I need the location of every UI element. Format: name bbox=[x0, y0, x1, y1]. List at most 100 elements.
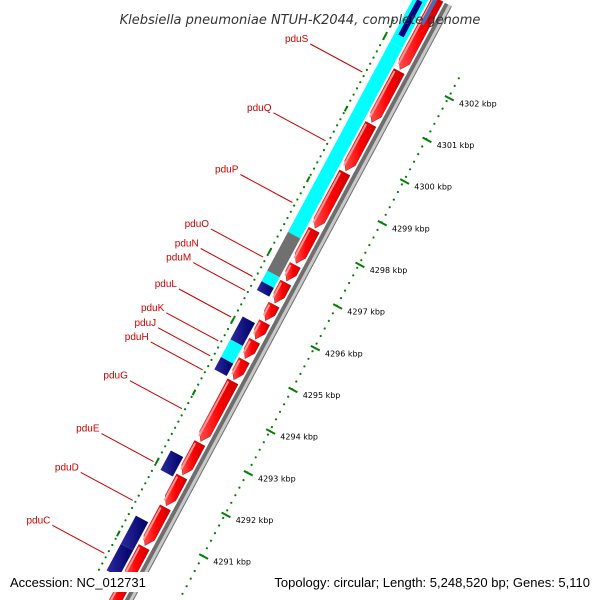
guide-dot-left bbox=[276, 235, 279, 238]
guide-dot-left bbox=[197, 383, 200, 386]
cds-forward bbox=[313, 169, 351, 229]
scale-dot bbox=[409, 168, 412, 171]
cds-forward-gloss bbox=[343, 123, 368, 166]
cds-forward bbox=[398, 0, 444, 70]
cds-forward-gloss bbox=[369, 70, 396, 118]
guide-dot-left bbox=[260, 266, 263, 269]
backbone-highlight bbox=[129, 4, 452, 600]
scale-dot bbox=[303, 365, 306, 368]
cds-forward-outer bbox=[420, 0, 438, 26]
scale-dot bbox=[242, 479, 245, 482]
scale-dot bbox=[189, 577, 192, 580]
guide-dot-left bbox=[233, 315, 236, 318]
gene-leader-line bbox=[101, 433, 154, 463]
gene-label: pduN bbox=[175, 239, 199, 250]
kbp-tick bbox=[355, 261, 365, 269]
kbp-tick bbox=[243, 469, 254, 477]
guide-dash-left bbox=[116, 530, 121, 537]
scale-dot bbox=[234, 494, 237, 497]
cds-reverse bbox=[398, 0, 423, 38]
cds-forward-gloss bbox=[180, 442, 197, 470]
guide-dot-left bbox=[342, 112, 345, 115]
guide-dot-left bbox=[250, 284, 253, 287]
cds-forward-gloss bbox=[252, 321, 261, 335]
guide-dash-left bbox=[154, 458, 160, 465]
guide-dot-left bbox=[240, 303, 243, 306]
kbp-label: 4302 kbp bbox=[459, 99, 497, 108]
accession-text: Accession: NC_012731 bbox=[10, 575, 146, 590]
scale-dot bbox=[197, 562, 200, 565]
cds-forward-gloss bbox=[198, 380, 230, 437]
lane-gap bbox=[106, 0, 431, 600]
guide-dot-left bbox=[286, 216, 289, 220]
gene-label: pduC bbox=[26, 515, 50, 526]
scale-dot bbox=[429, 130, 432, 133]
guide-dot-left bbox=[385, 31, 388, 34]
scale-dot bbox=[376, 228, 379, 231]
cds-forward-gloss bbox=[284, 264, 292, 277]
guide-dash-left bbox=[306, 176, 311, 183]
kbp-tick bbox=[198, 553, 209, 560]
scale-dot bbox=[417, 153, 420, 156]
guide-dot-left bbox=[190, 395, 193, 398]
guide-dot-left bbox=[253, 278, 256, 281]
guide-dot-left bbox=[246, 290, 249, 294]
guide-dot-left bbox=[322, 149, 325, 152]
guide-dot-left bbox=[296, 198, 299, 201]
gene-label: pduG bbox=[103, 371, 128, 382]
scale-dot bbox=[388, 206, 391, 209]
kbp-tick bbox=[444, 94, 455, 102]
kbp-ticks: 4291 kbp 4292 kbp 4293 kbp 4294 kbp 4295 kbp… bbox=[91, 19, 497, 595]
kbp-tick bbox=[288, 386, 298, 394]
scale-dot bbox=[258, 448, 261, 451]
guide-dash-left bbox=[343, 105, 349, 112]
guide-dash-left bbox=[267, 248, 272, 255]
scale-dot bbox=[343, 289, 347, 292]
guide-dash-left bbox=[230, 317, 236, 324]
gene-leader-line bbox=[192, 262, 246, 292]
scale-dot bbox=[254, 456, 257, 459]
scale-dot bbox=[457, 77, 460, 80]
scale-dot bbox=[287, 395, 290, 398]
kbp-label: 4297 kbp bbox=[347, 308, 385, 317]
scale-dot bbox=[299, 372, 302, 375]
gene-leader-line bbox=[310, 43, 363, 73]
kbp-tick bbox=[399, 178, 410, 185]
guide-dot-left bbox=[243, 297, 246, 300]
guide-dot-left bbox=[144, 482, 147, 485]
gene-label: pduE bbox=[76, 424, 100, 435]
scale-dot bbox=[372, 236, 375, 239]
scale-dot bbox=[433, 122, 436, 125]
cds-reverse bbox=[230, 316, 256, 347]
scale-dot bbox=[295, 380, 298, 383]
guide-dot-left bbox=[183, 408, 187, 411]
cds-forward-gloss bbox=[293, 229, 311, 259]
scale-dot bbox=[209, 539, 213, 542]
scale-dot bbox=[327, 319, 330, 322]
scale-dot bbox=[311, 350, 314, 353]
scale-dot bbox=[453, 84, 456, 87]
guide-dot-left bbox=[203, 371, 206, 374]
scale-dot bbox=[274, 418, 278, 421]
kbp-tick bbox=[422, 136, 432, 144]
guide-dot-left bbox=[164, 445, 167, 448]
guide-dot-left bbox=[134, 500, 137, 503]
scale-dot bbox=[205, 547, 208, 550]
cds-forward-gloss bbox=[242, 340, 251, 354]
guide-dot-left bbox=[101, 562, 104, 565]
kbp-label: 4293 kbp bbox=[258, 474, 296, 483]
kbp-label: 4294 kbp bbox=[280, 433, 318, 442]
kbp-label: 4292 kbp bbox=[236, 516, 274, 525]
scale-dot bbox=[392, 198, 395, 201]
gene-leader-line bbox=[80, 471, 134, 501]
scale-dot bbox=[307, 357, 310, 360]
guide-dot-left bbox=[127, 513, 130, 516]
guide-dot-left bbox=[283, 223, 286, 226]
scale-dot bbox=[266, 433, 269, 436]
guide-dot-left bbox=[263, 260, 266, 263]
cds-forward-gloss bbox=[123, 546, 141, 576]
gene-label: pduP bbox=[215, 165, 239, 176]
kbp-label: 4299 kbp bbox=[392, 224, 430, 233]
cds-reverse bbox=[256, 281, 274, 297]
